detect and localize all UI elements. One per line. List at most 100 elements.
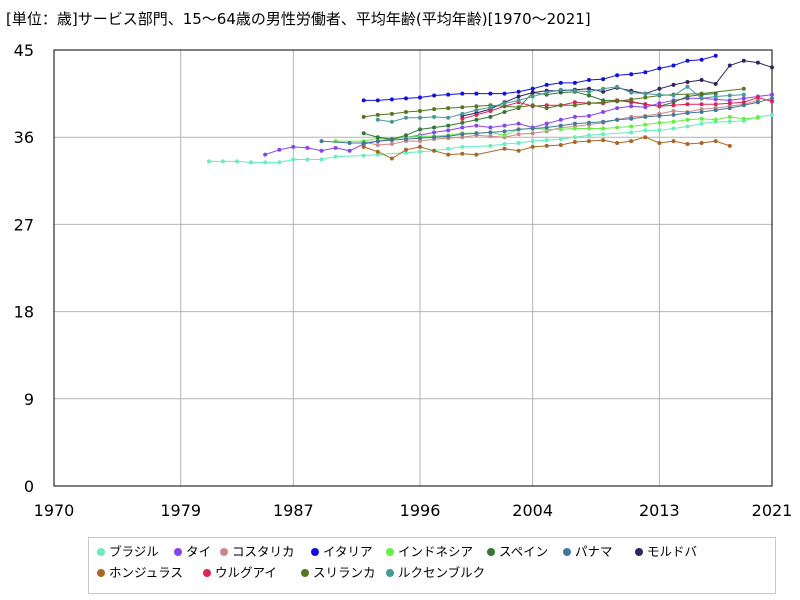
data-point [516, 89, 521, 94]
data-point [671, 139, 676, 144]
data-point [587, 89, 591, 94]
legend-item: インドネシア [386, 544, 473, 560]
legend-marker [311, 548, 319, 556]
legend-marker [563, 548, 571, 556]
data-point [544, 143, 549, 148]
data-point [741, 116, 746, 121]
data-point [741, 103, 746, 108]
data-point [488, 91, 493, 96]
data-point [389, 97, 394, 102]
data-point [502, 123, 507, 128]
data-point [629, 130, 634, 135]
data-point [361, 98, 366, 103]
data-point [657, 66, 662, 71]
data-point [685, 111, 690, 115]
data-point [474, 91, 479, 96]
data-point [713, 117, 718, 122]
data-point [319, 157, 324, 162]
data-point [671, 63, 676, 68]
data-point [544, 90, 549, 95]
data-point [460, 135, 465, 140]
data-point [389, 142, 394, 146]
data-point [418, 109, 422, 113]
x-tick-label: 2004 [512, 501, 553, 520]
data-point [389, 119, 394, 124]
data-point [206, 159, 211, 164]
data-point [572, 80, 577, 85]
data-point [587, 120, 591, 125]
legend-marker [386, 548, 394, 556]
data-point [488, 134, 493, 139]
data-point [713, 102, 718, 107]
legend-item: モルドバ [635, 544, 697, 560]
data-point [643, 105, 648, 110]
data-point [572, 135, 577, 140]
series-8 [361, 135, 732, 161]
data-point [375, 152, 380, 157]
data-point [657, 120, 662, 125]
data-point [671, 112, 676, 117]
data-point [446, 146, 451, 151]
data-point [516, 148, 521, 153]
series-3 [361, 53, 718, 103]
data-point [319, 148, 324, 153]
data-point [657, 104, 662, 109]
data-point [685, 142, 690, 146]
data-point [601, 100, 606, 105]
data-point [516, 105, 521, 110]
data-point [587, 126, 591, 131]
data-point [558, 123, 563, 128]
legend-item: コスタリカ [220, 544, 295, 560]
legend-label: モルドバ [647, 544, 698, 559]
data-point [516, 121, 521, 126]
data-point [319, 139, 324, 144]
data-point [544, 103, 549, 108]
data-point [404, 110, 408, 114]
legend-label: スペイン [499, 544, 549, 559]
data-point [657, 113, 662, 118]
data-point [558, 103, 563, 108]
data-point [333, 154, 338, 159]
data-point [460, 132, 465, 137]
legend-item: タイ [174, 544, 211, 560]
data-point [770, 65, 774, 70]
data-point [657, 101, 662, 106]
data-point [516, 127, 521, 132]
data-point [432, 114, 437, 119]
data-point [741, 96, 746, 101]
data-point [629, 104, 634, 109]
series-line [265, 94, 773, 156]
data-point [727, 98, 732, 103]
data-point [699, 116, 704, 121]
legend-label: ホンジュラス [109, 565, 183, 580]
data-point [389, 156, 394, 161]
data-point [657, 86, 662, 91]
series-11 [375, 84, 746, 124]
data-point [460, 120, 465, 125]
legend-marker [487, 548, 495, 556]
data-point [770, 96, 774, 101]
data-point [727, 101, 732, 106]
data-point [755, 95, 760, 100]
x-tick-label: 1996 [400, 501, 441, 520]
data-point [629, 72, 634, 77]
legend-marker [386, 569, 394, 577]
data-point [347, 141, 352, 145]
legend-label: タイ [186, 544, 212, 559]
legend-item: イタリア [311, 544, 373, 560]
series-line [363, 55, 716, 101]
data-point [404, 150, 408, 155]
data-point [418, 95, 422, 100]
y-tick-label: 18 [14, 303, 34, 322]
y-tick-label: 36 [14, 128, 34, 147]
legend-item: スリランカ [301, 565, 376, 581]
data-point [530, 86, 535, 91]
x-tick-label: 1987 [273, 501, 314, 520]
data-point [587, 93, 591, 98]
data-point [460, 105, 465, 110]
data-point [671, 82, 676, 87]
data-point [699, 141, 704, 145]
data-point [629, 139, 634, 144]
data-point [446, 115, 451, 120]
data-point [615, 99, 620, 104]
